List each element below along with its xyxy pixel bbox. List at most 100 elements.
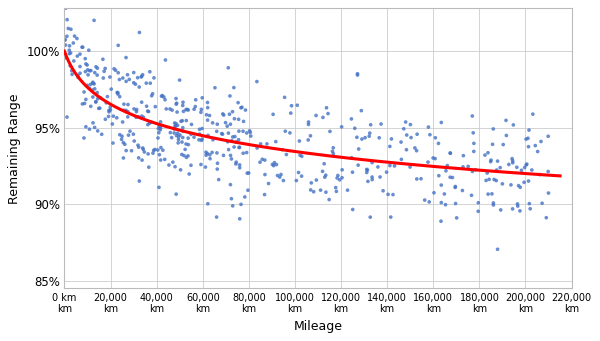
- Point: [80, 56, 90, 61]
- Point: [376, 121, 386, 127]
- Point: [480, 152, 490, 158]
- Point: [280, 129, 290, 134]
- Point: [124, 132, 133, 138]
- Point: [85, 127, 94, 132]
- Point: [430, 156, 440, 161]
- Point: [297, 153, 307, 159]
- Point: [451, 185, 460, 190]
- Point: [144, 164, 154, 170]
- Point: [335, 177, 344, 182]
- Point: [117, 134, 127, 139]
- Point: [508, 160, 518, 165]
- Point: [154, 122, 164, 128]
- Point: [79, 89, 89, 95]
- Point: [385, 163, 395, 168]
- Point: [396, 139, 406, 145]
- Point: [131, 109, 141, 114]
- Point: [521, 162, 531, 168]
- Point: [469, 140, 479, 146]
- Point: [492, 167, 502, 173]
- Point: [382, 169, 391, 175]
- Point: [83, 72, 93, 77]
- Point: [210, 85, 220, 90]
- Point: [520, 165, 529, 170]
- Point: [458, 153, 468, 158]
- Point: [179, 109, 188, 114]
- Point: [412, 148, 421, 153]
- Point: [127, 148, 136, 153]
- Point: [224, 130, 233, 136]
- Point: [236, 202, 246, 207]
- Point: [153, 135, 163, 141]
- Point: [88, 79, 98, 85]
- Point: [436, 182, 446, 188]
- Point: [91, 64, 101, 70]
- Point: [412, 132, 422, 137]
- Point: [186, 163, 196, 168]
- Point: [137, 100, 146, 105]
- Point: [78, 44, 88, 50]
- Point: [203, 117, 212, 123]
- Point: [148, 91, 157, 97]
- Point: [84, 47, 94, 53]
- Point: [129, 70, 139, 75]
- Point: [119, 155, 128, 161]
- Point: [125, 129, 135, 134]
- Point: [515, 208, 525, 213]
- Point: [448, 175, 457, 180]
- Point: [119, 140, 128, 145]
- Point: [483, 191, 493, 197]
- Point: [149, 75, 159, 80]
- Point: [451, 201, 460, 206]
- Point: [208, 137, 218, 143]
- Point: [239, 119, 248, 124]
- Point: [68, 40, 78, 46]
- Point: [171, 96, 181, 101]
- Point: [526, 206, 535, 211]
- Point: [92, 65, 102, 71]
- Point: [217, 131, 226, 136]
- Point: [316, 188, 325, 193]
- Point: [496, 207, 506, 213]
- Point: [175, 132, 185, 138]
- Point: [104, 114, 113, 119]
- Point: [86, 81, 95, 87]
- Point: [134, 145, 143, 150]
- Point: [208, 120, 217, 125]
- Point: [156, 145, 166, 150]
- Point: [225, 93, 235, 99]
- Point: [235, 216, 245, 222]
- Point: [143, 122, 152, 128]
- Point: [177, 152, 187, 157]
- Point: [245, 130, 255, 135]
- Point: [80, 69, 90, 74]
- Point: [286, 110, 296, 116]
- Point: [367, 174, 377, 180]
- Point: [167, 107, 177, 113]
- Point: [88, 80, 98, 86]
- Point: [276, 172, 286, 177]
- Point: [281, 152, 291, 157]
- Point: [241, 107, 250, 113]
- Point: [145, 80, 155, 86]
- Point: [62, 33, 71, 39]
- Point: [238, 129, 248, 134]
- Point: [486, 158, 496, 163]
- Point: [64, 47, 74, 53]
- Point: [304, 122, 313, 127]
- Point: [488, 142, 497, 147]
- Point: [129, 80, 139, 86]
- Point: [75, 71, 85, 76]
- Point: [231, 139, 241, 145]
- Point: [115, 132, 125, 137]
- Point: [208, 150, 217, 155]
- Point: [410, 145, 420, 151]
- Point: [69, 58, 79, 64]
- Point: [119, 107, 128, 113]
- Point: [85, 68, 95, 74]
- Point: [111, 68, 121, 73]
- Point: [178, 100, 188, 105]
- Point: [86, 68, 95, 73]
- Point: [214, 177, 224, 182]
- Point: [443, 163, 452, 168]
